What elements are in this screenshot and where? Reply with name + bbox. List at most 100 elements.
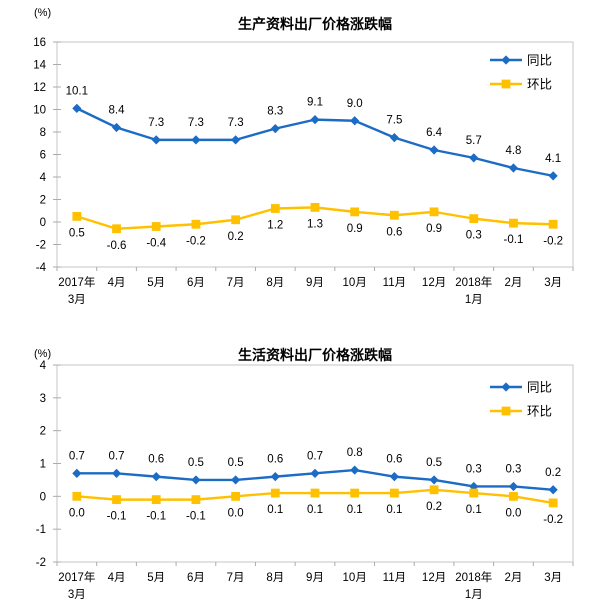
yoy-data-label: 0.6	[267, 454, 283, 466]
mom-data-label: -0.1	[107, 511, 127, 523]
yoy-data-marker	[231, 475, 241, 485]
category-label: 5月	[147, 572, 165, 584]
category-label: 6月	[187, 277, 205, 289]
mom-data-marker	[72, 491, 82, 501]
mom-data-label: -0.1	[504, 234, 524, 246]
y-tick-label: -4	[36, 262, 47, 274]
yoy-data-label: 7.3	[188, 117, 204, 129]
mom-data-label: -0.2	[543, 514, 563, 526]
chart-title-consumer-goods: 生活资料出厂价格涨跌幅	[238, 347, 392, 363]
mom-data-marker	[151, 495, 161, 505]
legend-label: 同比	[527, 54, 552, 68]
mom-data-marker	[429, 485, 439, 495]
category-label: 7月	[227, 277, 245, 289]
mom-data-marker	[509, 218, 518, 228]
yoy-data-label: 0.7	[69, 450, 85, 462]
mom-data-label: 0.0	[69, 507, 85, 519]
category-label: 4月	[108, 572, 126, 584]
mom-data-label: 0.9	[426, 223, 442, 235]
category-label: 9月	[306, 277, 324, 289]
yoy-data-label: 0.3	[466, 463, 482, 475]
mom-data-marker	[72, 211, 82, 221]
chart-title-producer-goods: 生产资料出厂价格涨跌幅	[238, 16, 392, 32]
mom-data-label: 0.1	[466, 504, 482, 516]
mom-data-marker	[389, 210, 399, 220]
mom-data-label: 0.6	[386, 226, 402, 238]
category-label: 2017年	[58, 275, 95, 289]
y-tick-label: 6	[40, 150, 46, 162]
category-label: 3月	[68, 589, 86, 601]
yoy-data-marker	[111, 468, 122, 478]
legend-marker-square-icon	[501, 406, 511, 416]
yoy-data-marker	[72, 103, 82, 113]
mom-data-marker	[112, 224, 121, 234]
yoy-data-marker	[469, 153, 479, 163]
yoy-data-marker	[389, 133, 399, 143]
yoy-data-marker	[508, 163, 519, 173]
y-tick-label: 2	[40, 195, 46, 207]
y-tick-label: -1	[36, 524, 46, 536]
mom-data-label: 0.1	[267, 504, 283, 516]
legend-item-yoy: 同比	[490, 381, 552, 395]
mom-data-label: 0.5	[69, 227, 85, 239]
plot-area	[56, 41, 574, 268]
mom-data-marker	[429, 207, 439, 217]
mom-data-label: -0.2	[186, 235, 206, 247]
legend-marker-diamond-icon	[501, 382, 511, 392]
yoy-data-marker	[191, 475, 201, 485]
plot-area	[56, 364, 574, 563]
y-tick-label: 0	[40, 217, 46, 229]
mom-data-marker	[310, 488, 320, 498]
y-tick-label: -2	[36, 557, 46, 569]
category-label: 2017年	[58, 570, 95, 584]
category-label: 2月	[505, 277, 523, 289]
yoy-data-marker	[72, 468, 82, 478]
yoy-data-marker	[231, 135, 241, 145]
mom-data-marker	[350, 488, 360, 498]
category-label: 8月	[266, 277, 284, 289]
mom-data-marker	[389, 488, 399, 498]
yoy-data-label: 4.8	[505, 145, 521, 157]
mom-data-label: 0.3	[466, 230, 482, 242]
yoy-data-label: 7.3	[148, 117, 164, 129]
mom-data-marker	[270, 204, 280, 213]
yoy-data-marker	[548, 485, 558, 495]
yoy-data-marker	[111, 122, 122, 133]
yoy-data-label: 7.5	[386, 115, 402, 127]
yoy-data-marker	[310, 468, 320, 478]
y-tick-label: 1	[40, 459, 46, 471]
legend-label: 同比	[527, 381, 552, 395]
mom-data-label: 1.3	[307, 218, 323, 230]
yoy-data-label: 0.8	[347, 447, 363, 459]
mom-data-marker	[509, 491, 518, 501]
y-tick-label: 12	[33, 82, 46, 94]
yoy-data-label: 0.5	[188, 457, 204, 469]
category-label: 3月	[544, 572, 562, 584]
yoy-data-label: 0.6	[386, 454, 402, 466]
yoy-data-marker	[508, 481, 519, 492]
mom-data-marker	[350, 207, 360, 217]
category-label: 3月	[68, 294, 86, 306]
mom-data-marker	[231, 491, 241, 501]
mom-data-marker	[191, 495, 201, 505]
yoy-data-label: 0.2	[545, 467, 561, 479]
yoy-data-label: 10.1	[66, 85, 88, 97]
yoy-data-label: 0.5	[228, 457, 244, 469]
mom-data-label: -0.6	[107, 240, 127, 252]
mom-data-marker	[270, 488, 280, 498]
consumer-goods-plot: 4 3 2 1 0 -1 -2 2017年 3月 4月 5月 6月 7月 8月 9月 10月 11月 12月 201…	[36, 360, 574, 601]
y-tick-label: 4	[40, 172, 47, 184]
category-label: 2月	[505, 572, 523, 584]
legend-marker-square-icon	[501, 79, 511, 89]
y-tick-label: -2	[36, 240, 46, 252]
legend-marker-diamond-icon	[501, 55, 511, 65]
y-tick-label: 14	[33, 60, 46, 72]
category-label: 2018年	[455, 275, 492, 289]
category-label: 3月	[544, 277, 562, 289]
mom-data-label: 0.1	[307, 504, 323, 516]
y-tick-label: 4	[40, 360, 47, 372]
yoy-data-label: 8.3	[267, 106, 283, 118]
category-label: 10月	[343, 572, 367, 584]
yoy-data-label: 0.6	[148, 454, 164, 466]
